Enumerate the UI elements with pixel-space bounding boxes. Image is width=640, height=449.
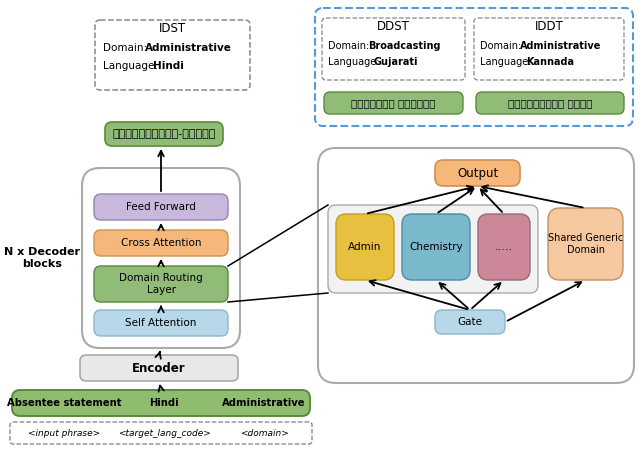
FancyBboxPatch shape [105, 122, 223, 146]
Text: Domain:: Domain: [103, 43, 150, 53]
FancyBboxPatch shape [82, 168, 240, 348]
Text: Encoder: Encoder [132, 361, 186, 374]
Text: Shared Generic
Domain: Shared Generic Domain [548, 233, 623, 255]
FancyBboxPatch shape [478, 214, 530, 280]
Text: IDDT: IDDT [534, 21, 563, 34]
FancyBboxPatch shape [12, 390, 310, 416]
Text: Gate: Gate [458, 317, 483, 327]
Text: Broadcasting: Broadcasting [368, 41, 440, 51]
Text: Domain:: Domain: [328, 41, 372, 51]
Text: ಗೈರುಹಾಜರಿ ವರದಿ: ಗೈರುಹಾಜರಿ ವರದಿ [508, 98, 592, 108]
FancyBboxPatch shape [548, 208, 623, 280]
Text: Language:: Language: [328, 57, 383, 67]
Text: Output: Output [457, 167, 498, 180]
Text: Gujarati: Gujarati [374, 57, 419, 67]
Text: Domain Routing
Layer: Domain Routing Layer [119, 273, 203, 295]
FancyBboxPatch shape [94, 194, 228, 220]
Text: Language:: Language: [480, 57, 534, 67]
FancyBboxPatch shape [336, 214, 394, 280]
FancyBboxPatch shape [318, 148, 634, 383]
Text: Administrative: Administrative [520, 41, 602, 51]
Text: Self Attention: Self Attention [125, 318, 196, 328]
FancyBboxPatch shape [80, 355, 238, 381]
FancyBboxPatch shape [324, 92, 463, 114]
Text: Cross Attention: Cross Attention [121, 238, 201, 248]
FancyBboxPatch shape [94, 266, 228, 302]
Text: Absentee statement: Absentee statement [7, 398, 121, 408]
Text: Language:: Language: [103, 61, 161, 71]
FancyBboxPatch shape [328, 205, 538, 293]
Text: <input phrase>: <input phrase> [28, 428, 100, 437]
Text: Feed Forward: Feed Forward [126, 202, 196, 212]
Text: ગેરહાજર નિવેદન: ગેરહાજર નિવેદન [351, 98, 436, 108]
Text: <target_lang_code>: <target_lang_code> [118, 428, 211, 437]
Text: .....: ..... [495, 242, 513, 252]
Text: N x Decoder
blocks: N x Decoder blocks [4, 247, 80, 269]
Text: Administrative: Administrative [145, 43, 232, 53]
Text: Kannada: Kannada [526, 57, 574, 67]
FancyBboxPatch shape [94, 310, 228, 336]
FancyBboxPatch shape [476, 92, 624, 114]
FancyBboxPatch shape [435, 310, 505, 334]
Text: <domain>: <domain> [239, 428, 289, 437]
Text: Chemistry: Chemistry [409, 242, 463, 252]
Text: Admin: Admin [348, 242, 381, 252]
FancyBboxPatch shape [402, 214, 470, 280]
Text: Hindi: Hindi [153, 61, 184, 71]
Text: Hindi: Hindi [149, 398, 179, 408]
Text: Administrative: Administrative [222, 398, 306, 408]
FancyBboxPatch shape [94, 230, 228, 256]
FancyBboxPatch shape [435, 160, 520, 186]
Text: IDST: IDST [159, 22, 186, 35]
Text: DDST: DDST [377, 21, 410, 34]
Text: अनुपस्थिति-विवरण: अनुपस्थिति-विवरण [112, 129, 216, 139]
Text: Domain:: Domain: [480, 41, 524, 51]
